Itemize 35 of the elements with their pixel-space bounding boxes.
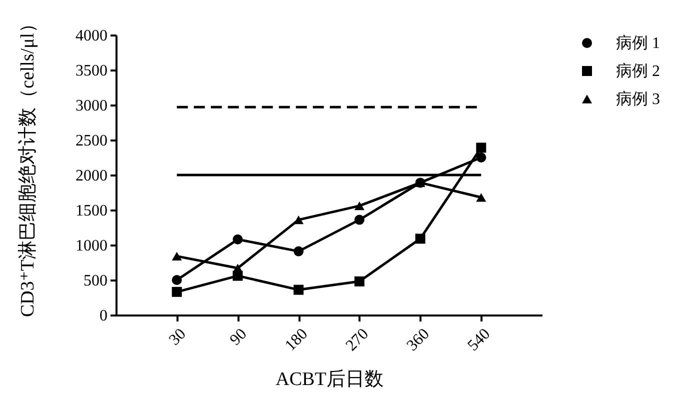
point — [294, 284, 304, 295]
point — [415, 234, 426, 244]
x-tick-label: 270 — [342, 326, 372, 354]
point — [232, 264, 243, 272]
y-tick-label: 2000 — [76, 168, 108, 184]
y-tick-label: 500 — [84, 272, 108, 290]
x-tick-label: 90 — [226, 326, 250, 349]
y-tick-label: 3500 — [76, 62, 108, 80]
point — [476, 142, 486, 153]
point — [172, 286, 182, 297]
point — [354, 201, 364, 210]
point — [354, 214, 364, 225]
point — [232, 234, 243, 244]
x-tick-label: 360 — [404, 326, 433, 354]
y-tick-label: 2500 — [76, 132, 108, 150]
point — [172, 275, 182, 285]
y-axis-title: CD3⁺T淋巴细胞绝对计数（cells/μl） — [18, 14, 38, 318]
y-tick-label: 3000 — [76, 98, 108, 114]
y-tick-label: 1000 — [76, 238, 108, 254]
point — [354, 276, 364, 286]
y-tick-label: 4000 — [76, 28, 108, 44]
x-tick-label: 540 — [464, 326, 494, 354]
x-axis-title: ACBT后日数 — [276, 368, 384, 390]
point — [172, 252, 182, 261]
x-tick-label: 30 — [166, 326, 190, 349]
y-tick-label: 0 — [100, 308, 108, 324]
point — [294, 215, 304, 224]
x-tick-label: 180 — [282, 326, 312, 354]
legend-label: 病例 1 — [616, 34, 660, 52]
legend-label: 病例 3 — [616, 90, 660, 108]
point — [476, 193, 486, 202]
y-tick-label: 1500 — [76, 202, 108, 220]
point — [294, 246, 304, 256]
legend-label: 病例 2 — [616, 62, 660, 80]
point — [476, 152, 486, 162]
